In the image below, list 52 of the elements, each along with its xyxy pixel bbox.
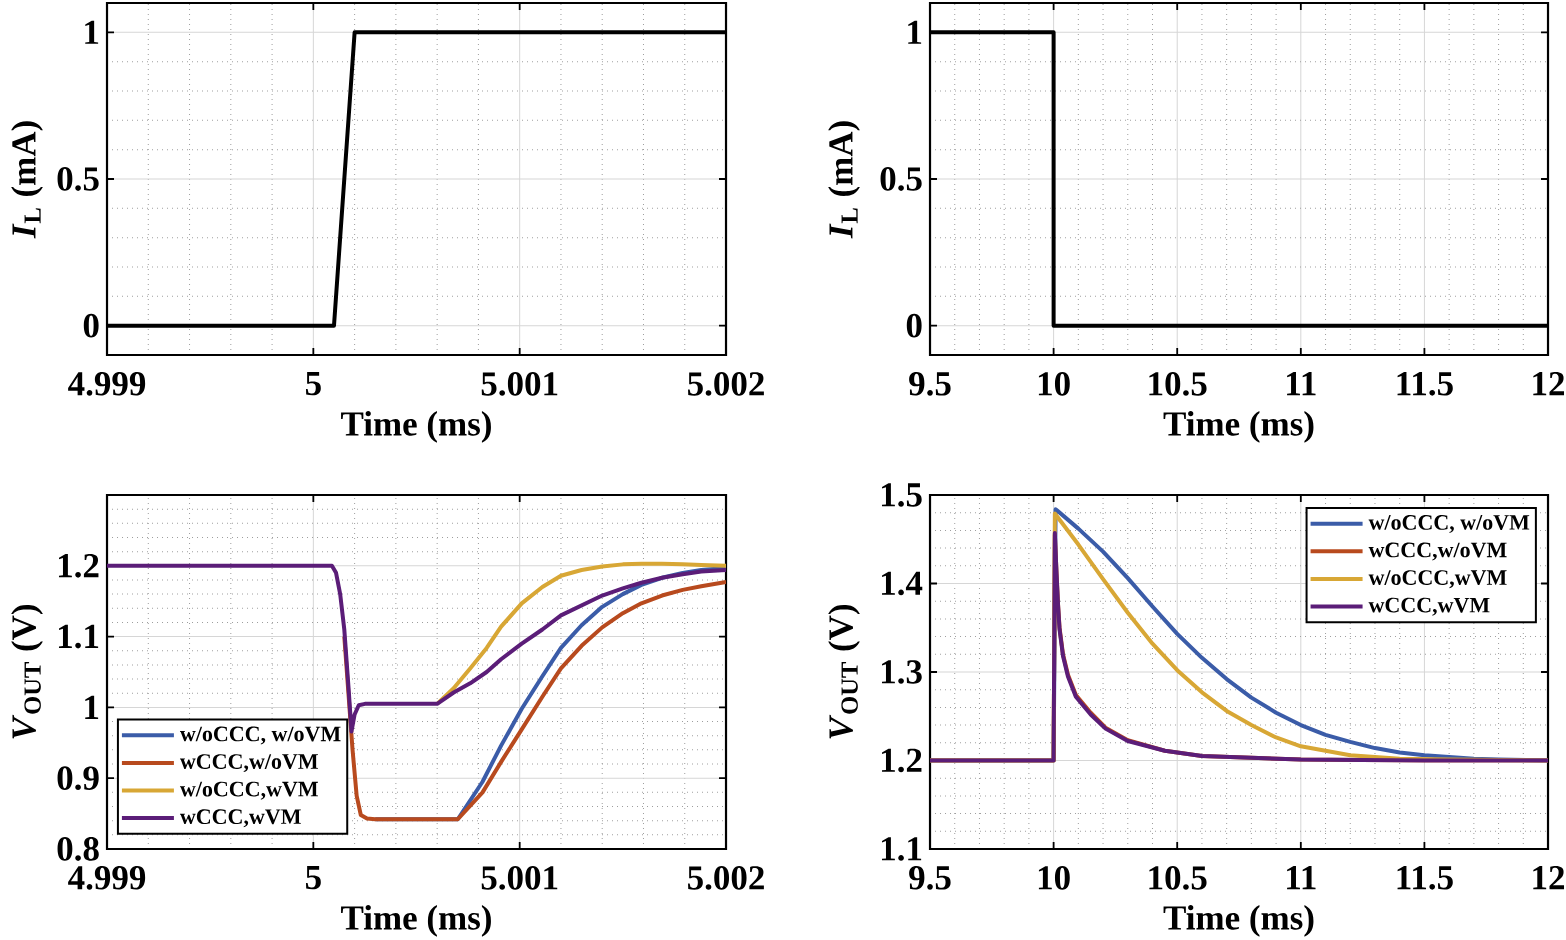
x-tick-label: 5	[306, 372, 321, 396]
x-axis-title: Time (ms)	[1163, 905, 1314, 937]
y-tick-label: 1.2	[58, 553, 99, 578]
y-tick-label: 1	[85, 695, 99, 719]
x-tick-label: 5.001	[481, 866, 558, 890]
x-tick-label: 5.002	[688, 372, 764, 396]
x-tick-label: 10.5	[1149, 866, 1207, 890]
y-tick-label: 0	[83, 313, 99, 338]
legend-label: wCCC,wVM	[1368, 597, 1490, 616]
y-tick-label: 1.1	[881, 837, 922, 861]
y-axis-title: I$_{L}$ (mA)	[828, 121, 860, 239]
y-tick-label: 1	[908, 20, 922, 44]
x-tick-label: 10.5	[1149, 372, 1207, 396]
x-tick-label: 9.5	[909, 866, 951, 890]
x-tick-label: 10	[1038, 866, 1070, 890]
y-axis-title: I$_{L}$ (mA)	[11, 121, 43, 239]
y-tick-label: 0.9	[57, 766, 99, 791]
x-tick-label: 11.5	[1397, 866, 1453, 890]
x-tick-label: 5.002	[688, 866, 764, 890]
y-tick-label: 1.1	[58, 624, 99, 649]
x-tick-label: 9.5	[909, 372, 951, 396]
x-tick-label: 11	[1287, 866, 1316, 890]
y-tick-label: 1	[85, 20, 99, 44]
x-tick-label: 5	[306, 866, 321, 890]
y-axis-title: V$_{OUT}$ (V)	[11, 604, 43, 739]
legend-label: w/oCCC,wVM	[1368, 570, 1507, 589]
x-tick-label: 11.5	[1397, 372, 1453, 396]
y-tick-label: 1.3	[881, 660, 922, 684]
x-axis-title: Time (ms)	[341, 411, 491, 443]
x-tick-label: 12	[1533, 866, 1565, 890]
legend-label: wCCC,wVM	[179, 809, 301, 828]
y-tick-label: 0.5	[880, 167, 922, 191]
x-tick-label: 5.001	[481, 372, 558, 396]
x-tick-label: 10	[1038, 372, 1070, 396]
y-tick-label: 0.5	[57, 167, 99, 191]
x-tick-label: 4.999	[68, 372, 146, 396]
x-tick-label: 12	[1533, 372, 1565, 396]
x-tick-label: 11	[1287, 372, 1316, 396]
legend-label: wCCC,w/oVM	[179, 754, 318, 773]
legend-label: w/oCCC, w/oVM	[179, 726, 341, 745]
y-tick-label: 1.4	[881, 571, 923, 596]
y-tick-label: 0.8	[57, 837, 99, 861]
legend-label: wCCC,w/oVM	[1368, 542, 1507, 561]
y-tick-label: 0	[906, 313, 922, 338]
y-tick-label: 1.2	[881, 748, 922, 773]
legend-label: w/oCCC,wVM	[179, 781, 318, 800]
x-axis-title: Time (ms)	[341, 905, 491, 937]
y-axis-title: V$_{OUT}$ (V)	[828, 604, 860, 739]
legend-label: w/oCCC, w/oVM	[1368, 515, 1530, 534]
x-tick-label: 4.999	[68, 866, 146, 890]
y-tick-label: 1.5	[881, 483, 922, 507]
x-axis-title: Time (ms)	[1163, 411, 1314, 443]
